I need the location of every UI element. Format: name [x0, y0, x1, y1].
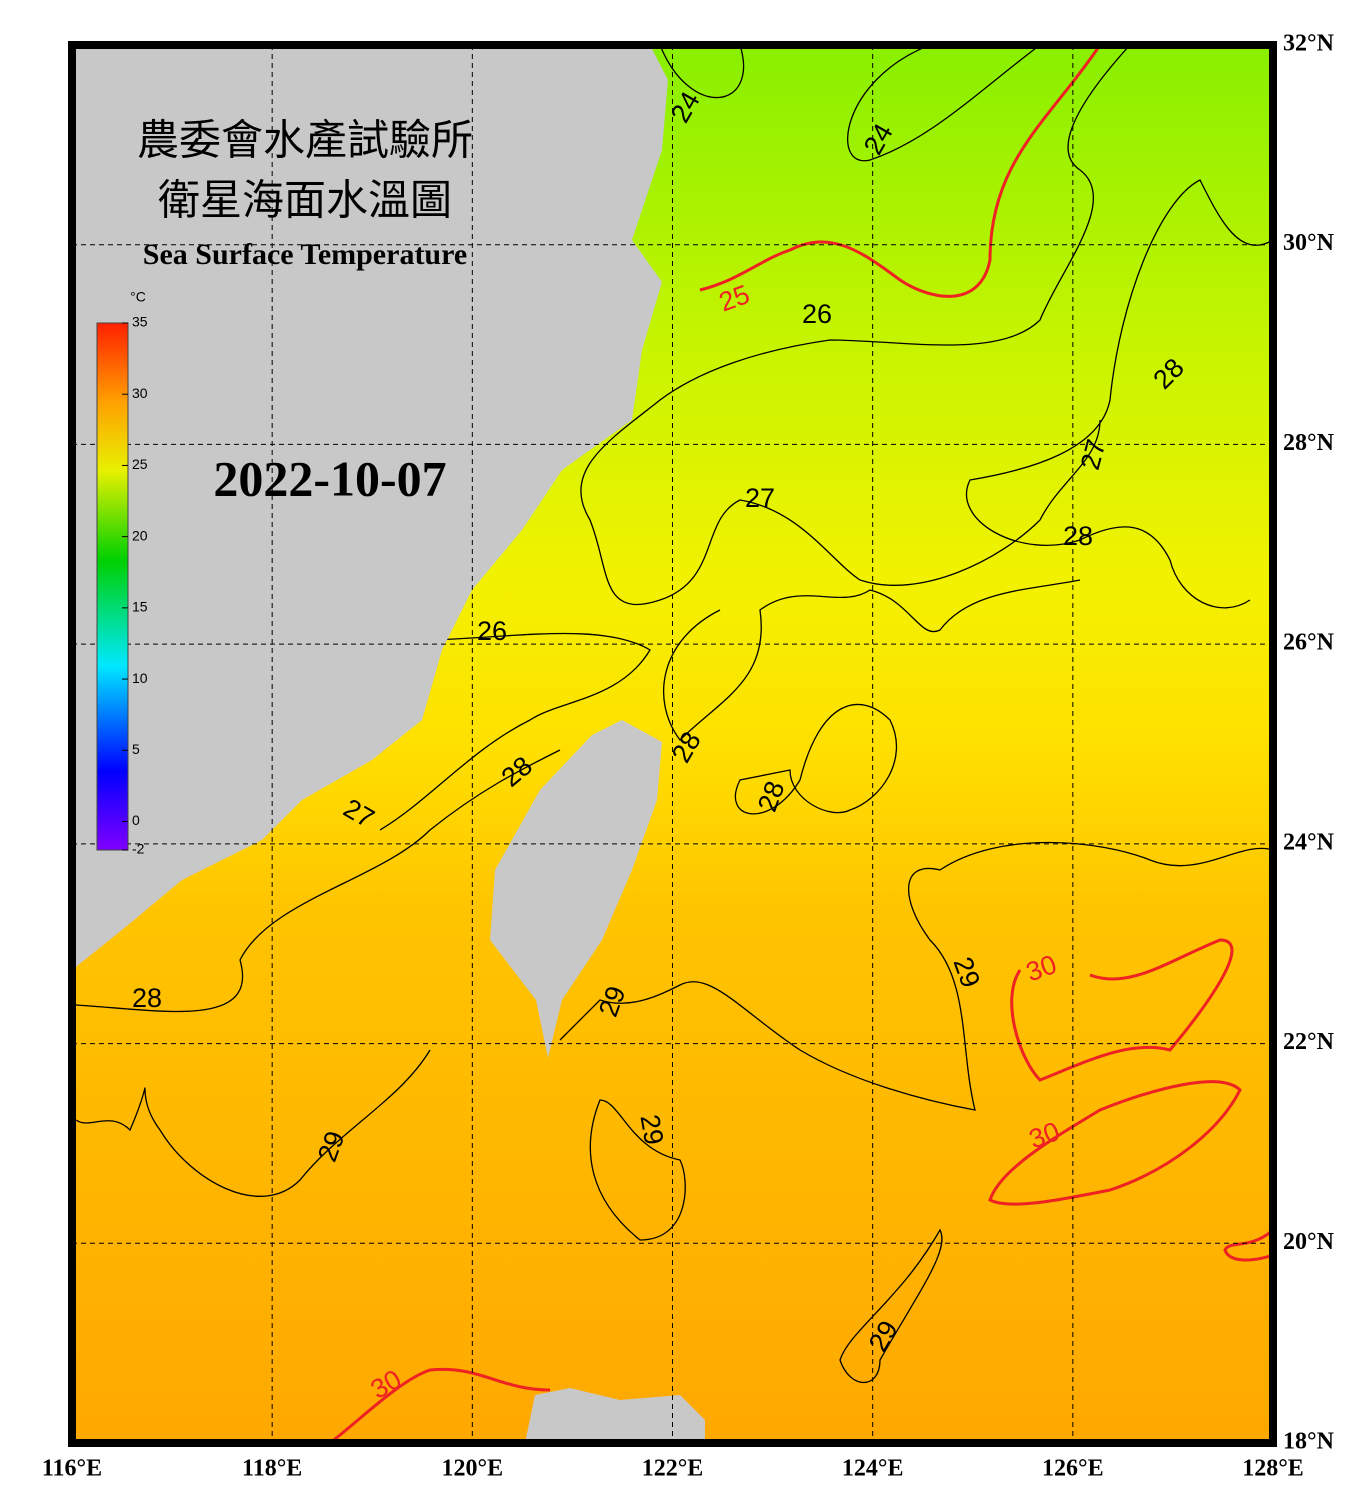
frame: [68, 41, 1277, 1447]
contour-label: 26: [802, 299, 832, 329]
date: 2022-10-07: [213, 450, 446, 506]
lat-label: 26°N: [1283, 630, 1335, 656]
mainland: [72, 45, 668, 970]
lon-label: 126°E: [1042, 1456, 1104, 1482]
contour-line: [1010, 938, 1234, 1082]
contour-line: [1223, 1228, 1273, 1262]
contour-label: 28: [1063, 521, 1093, 551]
lat-label: 24°N: [1283, 829, 1335, 855]
contour-line: [589, 1099, 686, 1241]
colorbar-tick-label: 15: [132, 599, 148, 615]
colorbar-tick-label: 30: [132, 385, 148, 401]
contour-line: [580, 45, 1131, 606]
contour-label: 26: [477, 616, 507, 646]
contour-label: 27: [745, 483, 775, 513]
title-zh: 衛星海面水溫圖: [158, 179, 452, 225]
colorbar-unit: °C: [130, 289, 146, 305]
lon-label: 124°E: [842, 1456, 904, 1482]
contour-line: [847, 45, 1041, 162]
lat-label: 32°N: [1283, 31, 1335, 57]
contour-line: [939, 841, 1273, 871]
lon-label: 120°E: [442, 1456, 504, 1482]
colorbar-tick-label: 25: [132, 456, 148, 472]
lon-label: 128°E: [1242, 1456, 1304, 1482]
contour-line: [699, 45, 1102, 298]
taiwan: [490, 720, 662, 1058]
axes: 116°E 118°E 120°E 122°E 124°E 126°E 128°E18°N 2…: [42, 31, 1335, 1482]
lat-label: 22°N: [1283, 1029, 1335, 1055]
colorbar-ticks: 35 30 25 20 15 10 5 0 -2: [122, 314, 148, 857]
contours: [75, 45, 1273, 1443]
contour-line: [329, 1367, 551, 1443]
contour-line: [75, 749, 561, 1013]
lat-label: 28°N: [1283, 430, 1335, 456]
contour-line: [379, 632, 651, 831]
contour-label: 28: [132, 983, 162, 1013]
colorbar-tick-label: 0: [132, 812, 140, 828]
title-en: Sea Surface Temperature: [143, 238, 467, 271]
title-zh: 農委會水產試驗所: [137, 118, 473, 165]
colorbar-tick-label: 35: [132, 314, 148, 330]
lat-label: 20°N: [1283, 1229, 1335, 1255]
lon-label: 118°E: [242, 1456, 302, 1482]
contour-line: [662, 579, 1081, 741]
contour-line: [75, 1049, 431, 1197]
grid: [72, 45, 1273, 1443]
lon-label: 116°E: [42, 1456, 102, 1482]
colorbar-tick-label: 5: [132, 741, 140, 757]
contour-line: [839, 1228, 943, 1384]
lat-label: 30°N: [1283, 230, 1335, 256]
contour-line: [559, 867, 976, 1111]
contour-line: [734, 703, 898, 815]
colorbar-tick-label: 10: [132, 670, 148, 686]
luzon: [525, 1388, 705, 1443]
colorbar-tick-label: -2: [132, 841, 145, 857]
colorbar-tick-label: 20: [132, 527, 148, 543]
lon-label: 122°E: [642, 1456, 704, 1482]
contour-line: [965, 179, 1273, 609]
colorbar: [96, 322, 129, 851]
lat-label: 18°N: [1283, 1429, 1335, 1455]
land: [72, 45, 705, 1443]
contour-line: [659, 45, 745, 99]
contour-label: 29: [634, 1112, 669, 1147]
